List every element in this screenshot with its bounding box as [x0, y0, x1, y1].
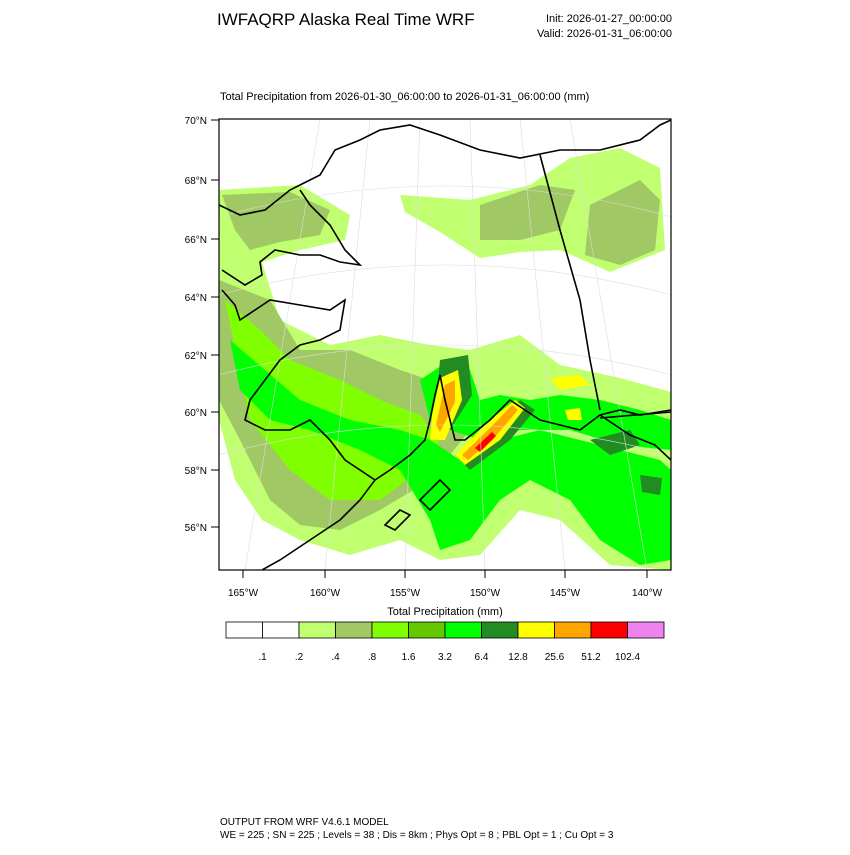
- precip-area: [222, 192, 330, 250]
- colorbar-label: .8: [368, 652, 377, 663]
- colorbar-box: [298, 621, 336, 639]
- colorbar-box: [335, 621, 373, 639]
- colorbar-box: [371, 621, 409, 639]
- colorbar-label: .4: [331, 652, 340, 663]
- colorbar-box: [554, 621, 592, 639]
- footer-line: OUTPUT FROM WRF V4.6.1 MODEL: [220, 817, 389, 828]
- colorbar-box: [627, 621, 665, 639]
- colorbar-label: .2: [295, 652, 304, 663]
- coastline: [219, 119, 671, 570]
- precip-area: [590, 430, 640, 455]
- title: IWFAQRP Alaska Real Time WRF: [217, 10, 475, 29]
- lon-label: 165°W: [228, 588, 259, 599]
- colorbar-box: [590, 621, 628, 639]
- colorbar-label: 1.6: [402, 652, 416, 663]
- colorbar-label: 3.2: [438, 652, 452, 663]
- colorbar-box: [262, 621, 300, 639]
- lat-label: 56°N: [185, 523, 207, 534]
- colorbar-label: 25.6: [545, 652, 565, 663]
- lon-label: 140°W: [632, 588, 663, 599]
- lat-label: 58°N: [185, 466, 207, 477]
- lat-label: 68°N: [185, 176, 207, 187]
- colorbar-title: Total Precipitation (mm): [387, 606, 503, 618]
- lat-label: 66°N: [185, 235, 207, 246]
- footer-line: WE = 225 ; SN = 225 ; Levels = 38 ; Dis …: [220, 830, 614, 841]
- colorbar-box: [444, 621, 482, 639]
- lon-label: 160°W: [310, 588, 341, 599]
- graticule: [219, 119, 671, 570]
- subtitle: Total Precipitation from 2026-01-30_06:0…: [220, 91, 589, 103]
- colorbar: .1 .2 .4 .8 1.6 3.2 6.4 12.8 25.6 51.2 102.4: [225, 621, 665, 663]
- lon-label: 150°W: [470, 588, 501, 599]
- map: [219, 119, 671, 570]
- colorbar-label: .1: [258, 652, 267, 663]
- precip-area: [436, 380, 455, 432]
- precip-area: [462, 405, 518, 460]
- lat-label: 60°N: [185, 408, 207, 419]
- colorbar-box: [408, 621, 446, 639]
- colorbar-box: [481, 621, 519, 639]
- colorbar-box: [517, 621, 555, 639]
- init-time: Init: 2026-01-27_00:00:00: [546, 13, 672, 25]
- colorbar-box: [225, 621, 263, 639]
- lat-label: 62°N: [185, 351, 207, 362]
- lon-label: 145°W: [550, 588, 581, 599]
- precip-area: [230, 340, 671, 565]
- lat-label: 70°N: [185, 116, 207, 127]
- colorbar-label: 102.4: [615, 652, 640, 663]
- valid-time: Valid: 2026-01-31_06:00:00: [537, 28, 672, 40]
- precip-area: [550, 375, 590, 390]
- colorbar-label: 6.4: [475, 652, 489, 663]
- precip-area: [565, 408, 582, 420]
- colorbar-label: 51.2: [581, 652, 601, 663]
- map-frame: [218, 118, 672, 571]
- lat-label: 64°N: [185, 293, 207, 304]
- precip-area: [640, 475, 662, 495]
- colorbar-label: 12.8: [508, 652, 528, 663]
- lon-label: 155°W: [390, 588, 421, 599]
- precip-area: [475, 432, 496, 452]
